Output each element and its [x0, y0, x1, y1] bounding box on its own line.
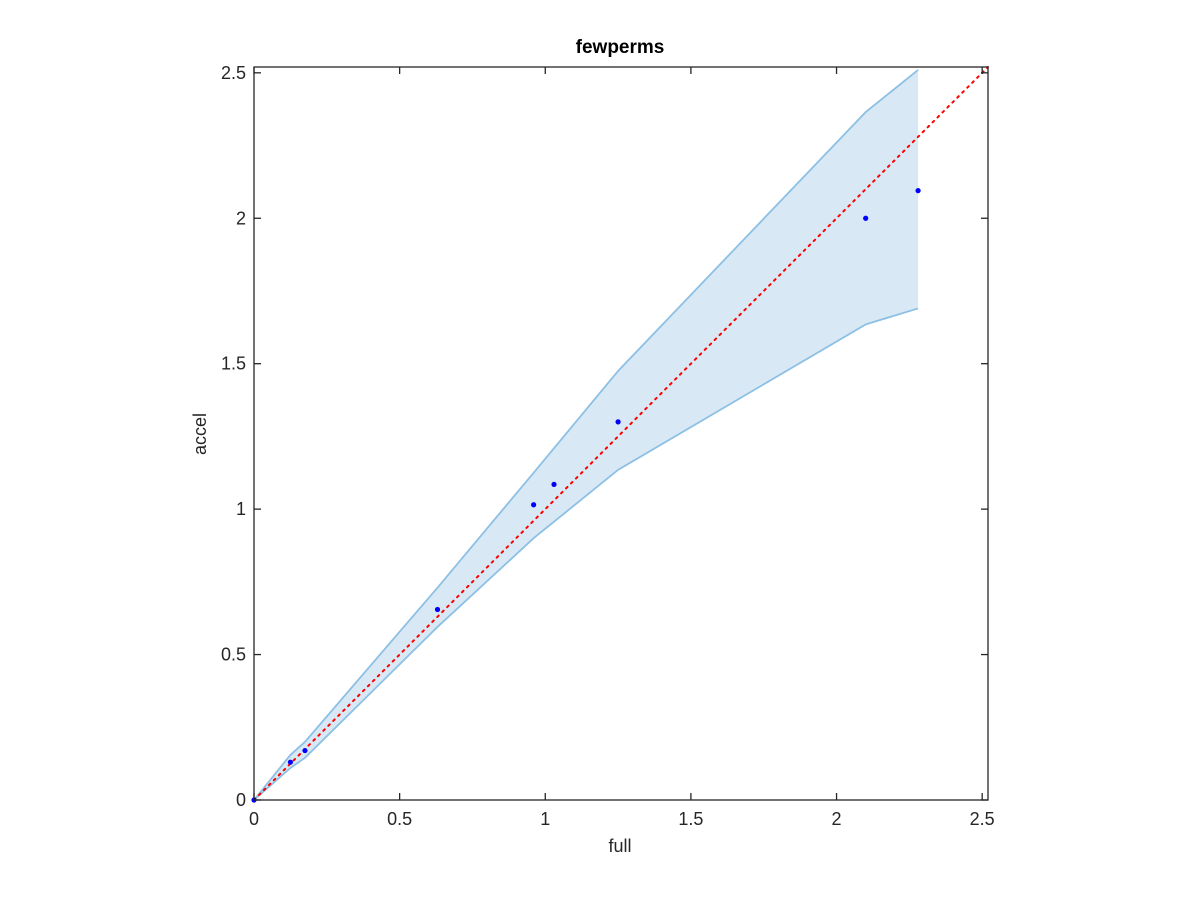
y-tick-label: 2 — [236, 208, 246, 228]
axes — [253, 66, 989, 801]
y-axis-label: accel — [190, 413, 210, 455]
plot-frame — [253, 66, 989, 801]
band-fill — [254, 69, 919, 800]
band-lower-edge — [253, 307, 919, 801]
x-tick-label: 1 — [540, 809, 550, 829]
confidence-band — [253, 69, 919, 801]
x-tick-label: 0 — [249, 809, 259, 829]
data-point — [615, 419, 621, 425]
x-tick-label: 2 — [832, 809, 842, 829]
x-axis-label: full — [608, 836, 631, 856]
reference-line-layer — [253, 66, 989, 801]
data-point — [287, 759, 294, 765]
chart-title: fewperms — [576, 37, 665, 58]
data-point — [302, 747, 308, 754]
x-tick-label: 2.5 — [970, 809, 995, 829]
y-tick-label: 1 — [236, 499, 246, 519]
data-point — [863, 215, 869, 221]
y-tick-label: 0 — [236, 790, 246, 810]
y-tick-label: 0.5 — [221, 645, 246, 665]
data-point — [531, 502, 537, 508]
y-tick-label: 1.5 — [221, 354, 246, 374]
points-layer — [251, 188, 921, 803]
reference-line — [253, 66, 989, 801]
x-tick-label: 0.5 — [387, 809, 412, 829]
band-upper-edge — [253, 69, 919, 801]
x-tick-label: 1.5 — [678, 809, 703, 829]
data-point — [551, 481, 557, 488]
y-tick-label: 2.5 — [221, 63, 246, 83]
data-point — [915, 188, 921, 194]
tick-labels: 0 0.5 1 1.5 2 2.5 0 0.5 1 1.5 2 2.5 — [221, 63, 995, 829]
data-point — [434, 606, 441, 613]
